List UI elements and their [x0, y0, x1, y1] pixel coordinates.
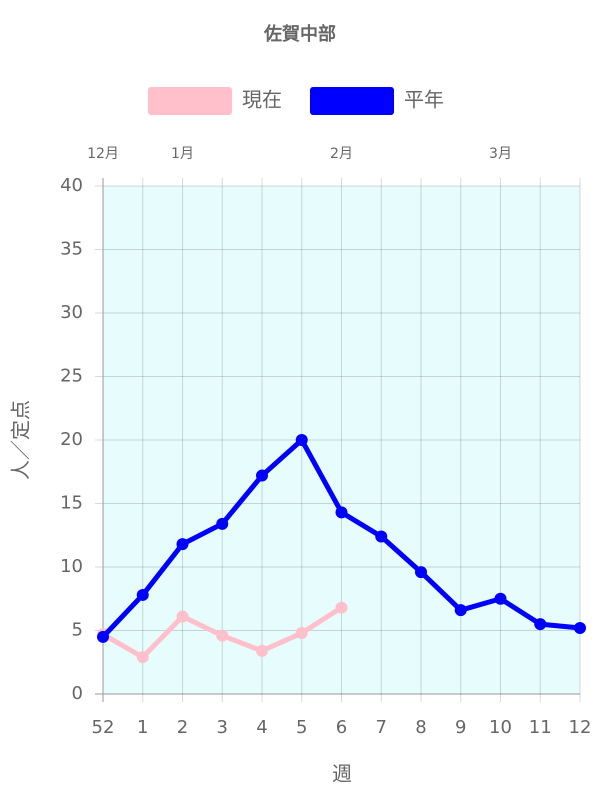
top-tick-label: 2月 — [330, 146, 353, 162]
x-tick-label: 10 — [489, 717, 512, 738]
x-tick-label: 3 — [217, 717, 228, 738]
y-tick-label: 5 — [72, 620, 83, 641]
data-point — [375, 530, 388, 543]
data-point — [136, 651, 149, 664]
x-tick-label: 9 — [455, 717, 466, 738]
x-tick-label: 11 — [529, 717, 552, 738]
x-tick-label: 52 — [92, 717, 115, 738]
y-tick-label: 10 — [60, 556, 83, 577]
x-tick-label: 4 — [256, 717, 267, 738]
y-tick-label: 30 — [60, 302, 83, 323]
top-tick-label: 1月 — [171, 146, 194, 162]
y-tick-label: 20 — [60, 429, 83, 450]
legend-swatch[interactable] — [310, 87, 394, 115]
data-point — [256, 469, 268, 482]
legend-swatch[interactable] — [148, 87, 232, 115]
legend-label[interactable]: 平年 — [404, 88, 444, 112]
data-point — [454, 604, 467, 617]
data-point — [136, 588, 149, 601]
data-point — [176, 538, 189, 551]
data-point — [97, 630, 109, 643]
y-axis-label: 人／定点 — [9, 400, 33, 480]
data-point — [216, 629, 229, 642]
data-point — [335, 601, 348, 614]
y-tick-label: 25 — [60, 366, 83, 387]
x-tick-label: 8 — [415, 717, 426, 738]
x-tick-label: 7 — [376, 717, 387, 738]
data-point — [295, 434, 308, 446]
y-tick-label: 15 — [60, 493, 83, 514]
top-tick-label: 12月 — [87, 146, 119, 162]
data-point — [216, 517, 229, 530]
legend-label[interactable]: 現在 — [242, 88, 282, 112]
data-point — [256, 644, 268, 657]
x-tick-label: 12 — [569, 717, 592, 738]
top-tick-label: 3月 — [489, 146, 512, 162]
data-point — [335, 506, 348, 519]
x-tick-label: 6 — [336, 717, 347, 738]
chart-title: 佐賀中部 — [263, 23, 336, 45]
x-tick-label: 5 — [296, 717, 307, 738]
data-point — [534, 618, 547, 631]
x-tick-label: 2 — [177, 717, 188, 738]
data-point — [176, 610, 189, 623]
data-point — [494, 592, 507, 605]
y-tick-label: 35 — [60, 239, 83, 260]
y-tick-label: 40 — [60, 175, 83, 196]
x-tick-label: 1 — [137, 717, 148, 738]
data-point — [295, 627, 308, 640]
y-tick-label: 0 — [72, 683, 83, 704]
data-point — [574, 621, 586, 634]
data-point — [415, 566, 427, 579]
x-axis-label: 週 — [332, 762, 352, 786]
